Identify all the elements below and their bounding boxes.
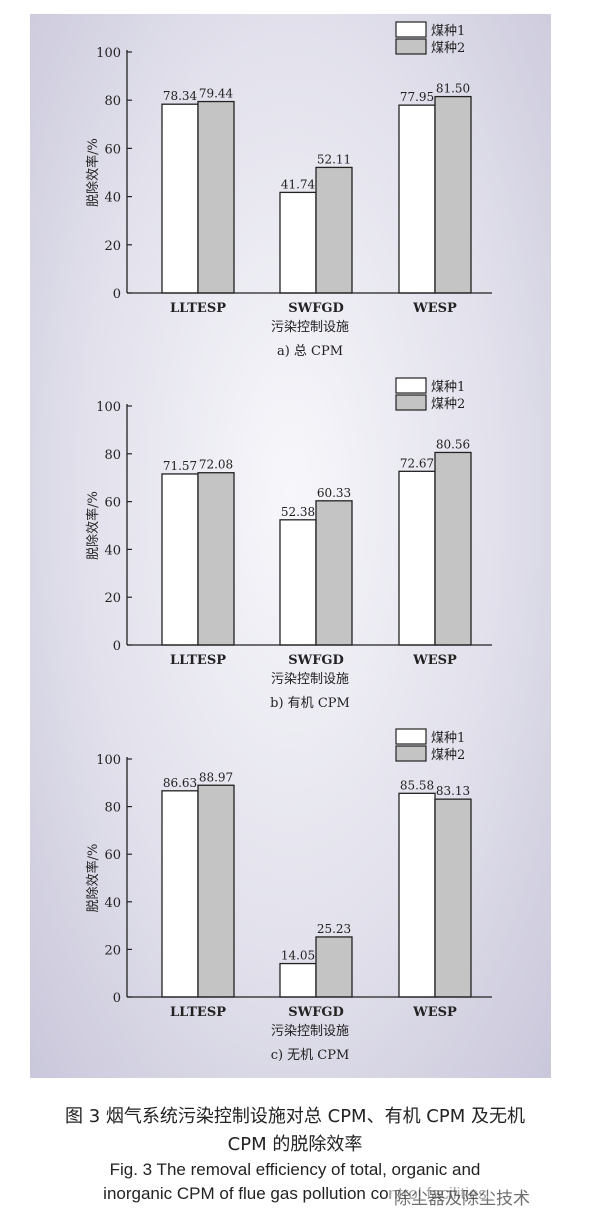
chart-2-category-label-2: SWFGD	[288, 653, 344, 668]
chart-1-bar-2-2	[315, 166, 353, 294]
chart-1-y-tick-label-100: 100	[96, 46, 121, 61]
chart-3-x-axis-title: 污染控制设施	[271, 1024, 349, 1039]
chart-1-bar-1-1	[161, 103, 199, 294]
chart-2-x-axis-title: 污染控制设施	[271, 672, 349, 687]
chart-2-bar-2-3	[434, 451, 472, 646]
charts-canvas: 78.34 41.74 77.95 79.44 52.11 81.50 0 20 40 60 80 1…	[85, 21, 492, 1063]
chart-1-category-label-3: WESP	[412, 301, 457, 316]
chart-3-data-label-2-3: 83.13	[436, 784, 470, 798]
chart-3-bar-2-2	[315, 936, 353, 998]
chart-1-data-label-2-1: 79.44	[199, 87, 234, 101]
chart-1-data-label-2-2: 52.11	[317, 152, 351, 166]
chart-3-legend-label-2: 煤种2	[431, 748, 465, 763]
chart-1-category-label-2: SWFGD	[288, 301, 344, 316]
chart-2-data-label-2-2: 60.33	[317, 486, 351, 500]
chart-2-y-axis-title: 脱除效率/%	[85, 491, 101, 560]
chart-2-y-tick-label-60: 60	[104, 496, 121, 511]
chart-2-data-label-1-1: 71.57	[163, 459, 197, 473]
chart-1-y-axis-title: 脱除效率/%	[85, 138, 101, 207]
chart-3-y-tick-label-80: 80	[104, 801, 121, 816]
chart-2-data-label-1-2: 52.38	[281, 505, 315, 519]
watermark: 除尘器及除尘技术	[390, 1184, 534, 1209]
chart-1-legend-label-1: 煤种1	[431, 24, 465, 39]
chart-1-data-label-1-3: 77.95	[400, 90, 434, 104]
chart-2-bar-1-2	[279, 519, 317, 646]
chart-3-data-label-1-2: 14.05	[281, 949, 315, 963]
chart-2-legend-swatch-1	[395, 377, 427, 394]
chart-1-x-axis-title: 污染控制设施	[271, 320, 349, 335]
chart-2-legend-label-1: 煤种1	[431, 380, 465, 395]
chart-3-category-label-1: LLTESP	[170, 1005, 226, 1020]
chart-1-y-tick-label-60: 60	[104, 142, 121, 157]
chart-3-y-tick-label-40: 40	[104, 896, 121, 911]
chart-3-y-tick-label-100: 100	[96, 753, 121, 768]
chart-1-y-tick-label-0: 0	[113, 287, 121, 302]
chart-3-y-tick-label-20: 20	[104, 943, 121, 958]
chart-3-bar-2-3	[434, 798, 472, 998]
chart-1-legend-swatch-1	[395, 21, 427, 38]
chart-3-legend-label-1: 煤种1	[431, 731, 465, 746]
chart-2-bar-2-1	[197, 472, 235, 646]
chart-3-bar-2-1	[197, 784, 235, 998]
chart-1-bar-1-3	[398, 104, 436, 294]
watermark-text: 除尘器及除尘技术	[394, 1189, 530, 1209]
chart-1-data-label-1-2: 41.74	[281, 177, 316, 191]
chart-3-bar-1-1	[161, 790, 199, 998]
chart-2-category-label-3: WESP	[412, 653, 457, 668]
chart-1-legend-swatch-2	[395, 38, 427, 55]
chart-1-legend-label-2: 煤种2	[431, 41, 465, 56]
chart-3-bar-1-3	[398, 792, 436, 998]
chart-3-data-label-1-1: 86.63	[163, 776, 197, 790]
chart-2-y-tick-label-100: 100	[96, 400, 121, 415]
chart-2-y-tick-label-40: 40	[104, 543, 121, 558]
chart-2-y-tick-label-80: 80	[104, 448, 121, 463]
chart-3-y-tick-label-60: 60	[104, 848, 121, 863]
chart-3-category-label-3: WESP	[412, 1005, 457, 1020]
chart-1-bar-2-1	[197, 100, 235, 294]
chart-1-subtitle: a) 总 CPM	[277, 344, 343, 359]
caption-cn-line1: 图 3 烟气系统污染控制设施对总 CPM、有机 CPM 及无机	[65, 1106, 525, 1127]
chart-3-bar-1-2	[279, 962, 317, 998]
chart-1-bar-2-3	[434, 95, 472, 294]
chart-3-y-axis-title: 脱除效率/%	[85, 844, 101, 913]
chart-3-data-label-2-1: 88.97	[199, 770, 233, 784]
chart-3-legend-swatch-2	[395, 745, 427, 762]
caption-cn-line2: CPM 的脱除效率	[227, 1134, 363, 1155]
chart-2-y-tick-label-0: 0	[113, 639, 121, 654]
caption-en-line1: Fig. 3 The removal efficiency of total, …	[109, 1160, 481, 1179]
chart-3-data-label-2-2: 25.23	[317, 922, 351, 936]
chart-1-y-tick-label-20: 20	[104, 239, 121, 254]
chart-3-data-label-1-3: 85.58	[400, 778, 434, 792]
chart-1-bar-1-2	[279, 191, 317, 294]
chart-2-bar-2-2	[315, 500, 353, 646]
chart-2-subtitle: b) 有机 CPM	[270, 696, 350, 711]
chart-3-category-label-2: SWFGD	[288, 1005, 344, 1020]
chart-2-data-label-1-3: 72.67	[400, 456, 434, 470]
chart-1-y-tick-label-40: 40	[104, 191, 121, 206]
chart-2-bar-1-1	[161, 473, 199, 646]
chart-3-legend-swatch-1	[395, 728, 427, 745]
chart-2-legend-swatch-2	[395, 394, 427, 411]
chart-1-y-tick-label-80: 80	[104, 94, 121, 109]
chart-3-subtitle: c) 无机 CPM	[271, 1048, 350, 1063]
chart-2-y-tick-label-20: 20	[104, 591, 121, 606]
chart-1-data-label-2-3: 81.50	[436, 82, 470, 96]
chart-1-category-label-1: LLTESP	[170, 301, 226, 316]
chart-1-data-label-1-1: 78.34	[163, 89, 198, 103]
chart-3-y-tick-label-0: 0	[113, 991, 121, 1006]
chart-2-legend-label-2: 煤种2	[431, 397, 465, 412]
chart-2-category-label-1: LLTESP	[170, 653, 226, 668]
chart-2-bar-1-3	[398, 470, 436, 646]
chart-2-data-label-2-3: 80.56	[436, 437, 470, 451]
chart-2-data-label-2-1: 72.08	[199, 458, 233, 472]
